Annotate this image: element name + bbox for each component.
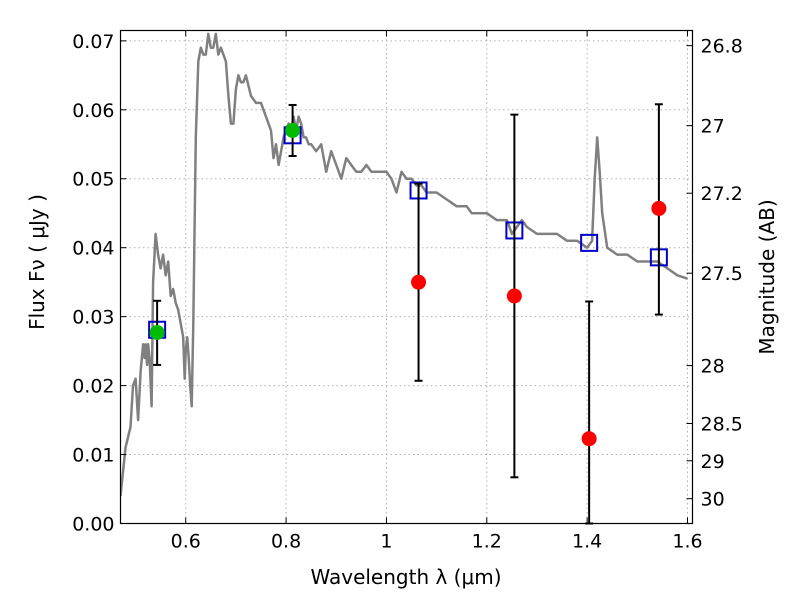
axis-ticks: 0.6 0.8 1 1.2 1.4 1.6 0.00 0.01 0.02 0.03 0.04 0.05… (72, 30, 743, 553)
x-axis-label: Wavelength λ (μm) (310, 565, 501, 589)
x-tick-label: 1.2 (472, 531, 502, 553)
y-tick-label: 0.06 (72, 100, 114, 122)
right-tick-label: 28.5 (701, 414, 743, 436)
right-tick-label: 26.8 (701, 36, 743, 58)
nondetection-point (506, 288, 522, 304)
y-tick-label: 0.00 (72, 514, 114, 536)
detection-point (285, 122, 301, 138)
right-tick-label: 27 (701, 116, 725, 138)
plot-area (120, 32, 688, 525)
detection-point (149, 325, 165, 341)
y-tick-label: 0.02 (72, 376, 114, 398)
x-tick-label: 1 (380, 531, 392, 553)
y-tick-label: 0.04 (72, 238, 114, 260)
y-tick-label: 0.07 (72, 31, 114, 53)
right-tick-label: 27.5 (701, 263, 743, 285)
x-tick-label: 0.6 (171, 531, 201, 553)
y-axis-label: Flux Fν ( μJy ) (25, 194, 49, 330)
model-photometry-square (580, 233, 599, 252)
nondetection-point (411, 274, 427, 290)
right-tick-label: 28 (701, 356, 725, 378)
y-tick-label: 0.03 (72, 307, 114, 329)
x-tick-label: 1.6 (672, 531, 702, 553)
x-tick-label: 0.8 (271, 531, 301, 553)
right-tick-label: 27.2 (701, 183, 743, 205)
y-tick-label: 0.05 (72, 169, 114, 191)
nondetection-point (581, 431, 597, 447)
y-tick-label: 0.01 (72, 445, 114, 467)
right-tick-label: 30 (701, 489, 725, 511)
right-tick-label: 29 (701, 451, 725, 473)
x-tick-label: 1.4 (572, 531, 602, 553)
axes-frame (119, 29, 694, 525)
nondetection-point (651, 200, 667, 216)
right-y-axis-label: Magnitude (AB) (755, 199, 779, 354)
